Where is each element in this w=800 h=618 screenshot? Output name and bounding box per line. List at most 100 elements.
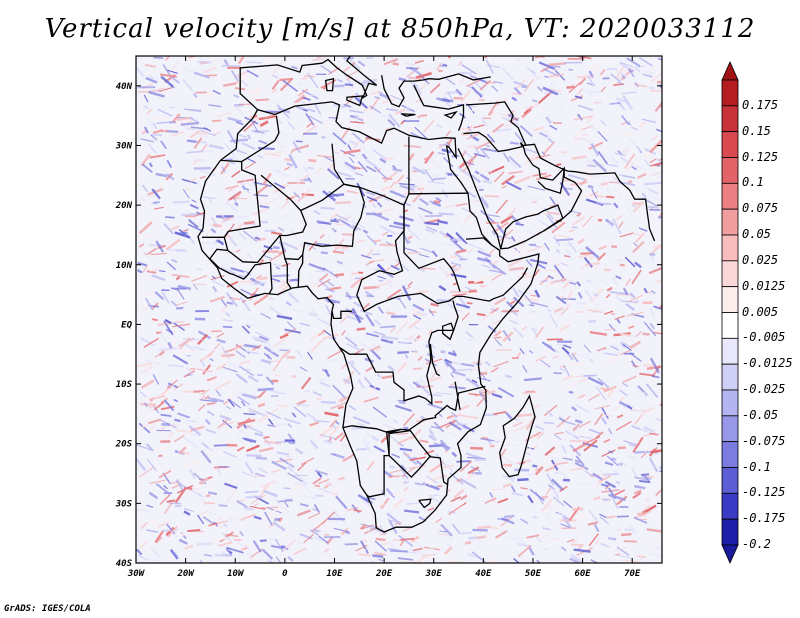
field-streak (396, 432, 409, 435)
field-streak (193, 283, 207, 286)
field-streak (322, 333, 339, 339)
field-streak (170, 130, 184, 137)
field-streak (175, 301, 188, 306)
field-streak (433, 174, 439, 178)
field-streak (391, 453, 401, 459)
field-streak (234, 148, 248, 155)
field-streak (422, 305, 428, 309)
field-streak (136, 457, 147, 472)
field-streak (594, 413, 603, 426)
field-streak (559, 485, 568, 493)
field-streak (137, 269, 143, 274)
field-streak (450, 496, 461, 503)
field-streak (502, 267, 514, 282)
field-streak (593, 101, 602, 104)
field-streak (284, 328, 301, 334)
field-streak (364, 108, 370, 113)
field-streak (403, 413, 415, 426)
field-streak (643, 69, 655, 76)
field-streak (404, 354, 409, 359)
field-streak (273, 168, 290, 178)
field-streak (444, 546, 453, 555)
field-streak (481, 196, 489, 206)
field-streak (615, 420, 632, 431)
field-streak (587, 163, 605, 167)
colorbar-segment (721, 79, 739, 107)
field-streak (192, 92, 198, 99)
field-streak (476, 312, 486, 317)
field-streak (320, 251, 328, 255)
field-streak (631, 204, 636, 208)
field-streak (365, 332, 379, 338)
field-streak (235, 349, 246, 359)
field-streak (161, 291, 170, 304)
field-streak (188, 420, 197, 423)
field-streak (644, 273, 654, 278)
field-streak (639, 479, 650, 484)
field-streak (357, 161, 368, 173)
crete-coastline (401, 113, 416, 117)
field-streak (251, 344, 262, 352)
field-streak (225, 185, 239, 190)
field-streak (463, 213, 473, 223)
field-streak (376, 373, 381, 378)
field-streak (351, 132, 365, 144)
field-streak (314, 529, 321, 532)
field-streak (189, 203, 199, 210)
field-streak (411, 165, 426, 175)
field-streak (524, 445, 534, 454)
field-streak (220, 550, 226, 555)
field-streak (642, 332, 650, 336)
field-streak (542, 527, 551, 531)
field-streak (549, 313, 558, 328)
field-streak (254, 338, 267, 344)
field-streak (296, 349, 303, 358)
field-streak (645, 498, 650, 503)
field-streak (561, 276, 575, 283)
field-streak (284, 417, 301, 425)
field-streak (214, 541, 231, 552)
colorbar-level-label: 0.025 (742, 252, 779, 267)
field-streak (174, 418, 181, 423)
field-streak (430, 425, 441, 430)
field-streak (649, 139, 662, 154)
field-streak (574, 459, 581, 464)
field-streak (372, 554, 384, 559)
field-streak (461, 64, 477, 75)
field-streak (610, 291, 627, 295)
field-streak (233, 191, 242, 201)
field-streak (563, 364, 570, 376)
field-streak (140, 337, 155, 347)
field-streak (365, 165, 377, 173)
field-streak (451, 451, 458, 458)
field-streak (149, 479, 166, 485)
field-streak (509, 300, 516, 305)
field-streak (446, 138, 453, 146)
field-streak (556, 415, 571, 428)
field-streak (275, 458, 293, 463)
field-streak (272, 336, 289, 348)
field-streak (177, 412, 191, 419)
field-streak (354, 117, 369, 120)
field-streak (241, 437, 253, 443)
field-streak (619, 232, 634, 238)
field-streak (236, 499, 245, 504)
field-streak (347, 360, 361, 376)
field-streak (367, 496, 376, 501)
field-streak (165, 216, 175, 219)
field-streak (564, 428, 575, 438)
field-streak (348, 156, 355, 164)
field-streak (171, 273, 190, 278)
field-streak (571, 538, 578, 544)
field-streak (189, 469, 196, 479)
field-streak (379, 243, 398, 247)
field-streak (295, 94, 305, 103)
field-streak (524, 147, 540, 155)
field-streak (259, 205, 270, 209)
field-streak (291, 412, 297, 418)
field-streak (293, 547, 307, 555)
field-streak (530, 328, 538, 331)
field-streak (314, 469, 328, 476)
field-streak (351, 222, 357, 227)
field-streak (267, 424, 276, 428)
